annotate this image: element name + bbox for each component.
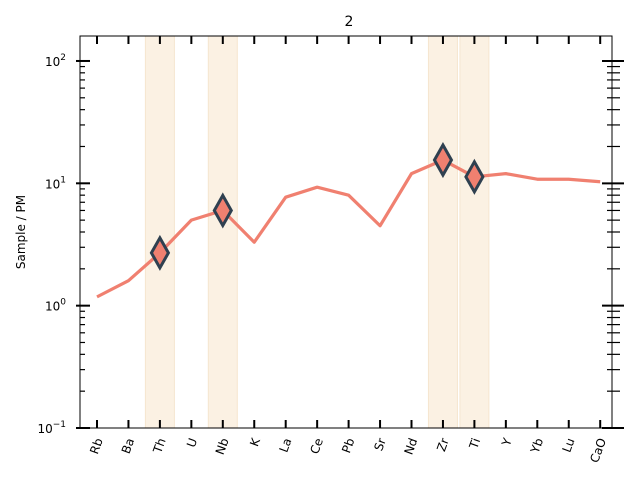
x-tick-label: Y (499, 436, 515, 449)
x-tick-label: Yb (528, 436, 547, 456)
x-tick-label: Sr (371, 436, 388, 453)
x-tick-label: Rb (87, 436, 106, 456)
labels: Rb Ba Th U Nb K La Ce Pb Sr Nd Zr Ti Y Yb Lu CaO 10−1 100 1… (37, 53, 609, 465)
markers (149, 141, 485, 271)
highlight-bands (144, 35, 490, 429)
series-line (96, 158, 601, 299)
y-tick-label: 100 (45, 298, 66, 314)
series-layer (96, 158, 601, 299)
x-tick-label: La (277, 436, 295, 454)
x-tick-label: Th (150, 436, 169, 456)
x-tick-label: Ti (466, 436, 483, 451)
x-tick-label: U (184, 436, 200, 449)
highlight-band-ti (459, 35, 490, 429)
y-tick-label: 101 (45, 175, 66, 191)
x-tick-label: Lu (560, 436, 578, 454)
axes (76, 35, 624, 429)
highlight-band-th (144, 35, 175, 429)
y-axis-label: Sample / PM (14, 195, 28, 269)
chart-title: 2 (345, 14, 354, 30)
x-tick-label: CaO (587, 436, 609, 464)
y-tick-label: 102 (45, 53, 66, 69)
x-tick-label: Nd (401, 436, 420, 456)
x-tick-label: Nb (213, 436, 232, 456)
data-point-marker-th (149, 234, 171, 271)
y-tick-label: 10−1 (37, 420, 66, 436)
x-tick-label: Ce (307, 436, 326, 456)
x-tick-label: Zr (434, 436, 452, 453)
data-point-marker-zr (432, 141, 454, 179)
x-tick-label: K (247, 435, 263, 448)
data-point-marker-nb (212, 192, 234, 229)
x-tick-label: Ba (119, 436, 137, 455)
x-tick-label: Pb (339, 436, 357, 455)
highlight-band-nb (207, 35, 238, 429)
data-point-marker-ti (464, 158, 485, 195)
highlight-band-zr (427, 35, 458, 429)
